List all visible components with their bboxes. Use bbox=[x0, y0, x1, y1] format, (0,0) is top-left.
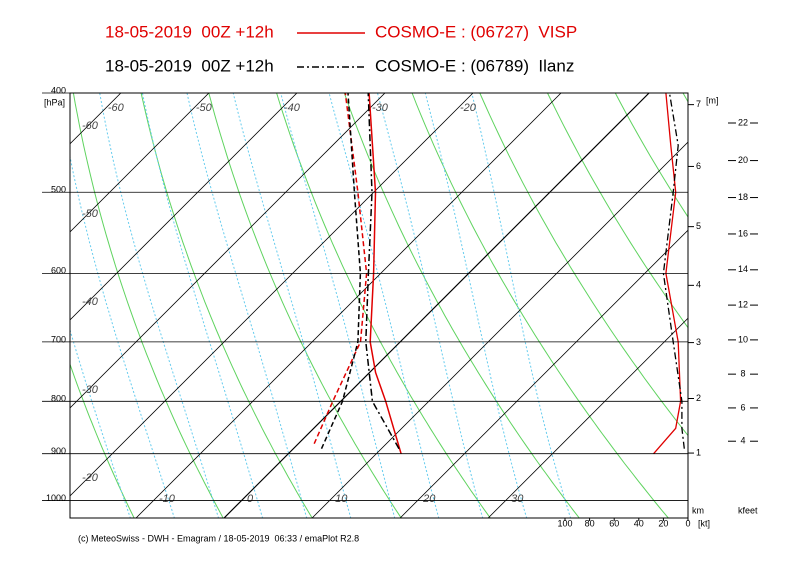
height-label: [m] bbox=[706, 95, 719, 105]
kfeet-tick-label: 18 bbox=[738, 192, 748, 202]
overlay: -60-60-50-50-40-40-30-30-20-20-10 0 10 20 30… bbox=[42, 85, 758, 528]
dry-adiabat bbox=[276, 93, 491, 518]
kfeet-tick-label: 22 bbox=[738, 117, 748, 127]
legend-station: COSMO-E : (06789) Ilanz bbox=[375, 56, 574, 75]
x-tick-label: -60 bbox=[108, 102, 125, 114]
isotherm bbox=[223, 93, 650, 518]
kfeet-tick-label: 8 bbox=[740, 369, 745, 379]
moist-adiabat bbox=[70, 328, 131, 518]
x-tick-label: -50 bbox=[196, 102, 213, 114]
x-tick-label: 10 bbox=[335, 493, 348, 505]
y-tick-label: 400 bbox=[51, 85, 66, 95]
moist-adiabat bbox=[377, 93, 484, 518]
kfeet-tick-label: 14 bbox=[738, 264, 748, 274]
x-tick-label: 30 bbox=[511, 493, 524, 505]
kfeet-tick-label: 10 bbox=[738, 334, 748, 344]
kt-tick-label: 80 bbox=[585, 518, 595, 528]
wind-speed-line bbox=[662, 93, 685, 449]
x-tick-label: -30 bbox=[372, 102, 389, 114]
y-tick-label: 900 bbox=[51, 446, 66, 456]
dry-adiabat bbox=[70, 362, 135, 518]
km-tick-label: 5 bbox=[696, 221, 701, 231]
isotherm bbox=[311, 141, 688, 518]
kfeet-unit: kfeet bbox=[738, 505, 758, 515]
footer: (c) MeteoSwiss - DWH - Emagram / 18-05-2… bbox=[78, 533, 359, 543]
kt-tick-label: 20 bbox=[658, 518, 668, 528]
kfeet-tick-label: 20 bbox=[738, 155, 748, 165]
km-tick-label: 7 bbox=[696, 99, 701, 109]
isotherm bbox=[70, 93, 298, 321]
kfeet-tick-label: 12 bbox=[738, 299, 748, 309]
isotherm bbox=[487, 317, 688, 518]
legend-station: COSMO-E : (06727) VISP bbox=[375, 22, 577, 41]
dry-adiabat bbox=[72, 93, 224, 518]
temperature-line bbox=[365, 93, 400, 450]
y-tick-label: 500 bbox=[51, 185, 66, 195]
kt-tick-label: 100 bbox=[557, 518, 572, 528]
moist-adiabat bbox=[141, 93, 264, 518]
moist-adiabat bbox=[99, 93, 220, 518]
x-tick-label: -30 bbox=[82, 384, 99, 396]
wind-speed-line bbox=[653, 93, 682, 455]
kfeet-tick-label: 16 bbox=[738, 228, 748, 238]
dry-adiabat bbox=[614, 93, 688, 218]
moist-adiabat bbox=[280, 93, 396, 518]
x-tick-label: 20 bbox=[422, 493, 436, 505]
dry-adiabat bbox=[479, 93, 688, 437]
x-tick-label: -10 bbox=[159, 493, 176, 505]
km-tick-label: 6 bbox=[696, 161, 701, 171]
y-tick-label: 1000 bbox=[46, 493, 66, 503]
km-tick-label: 1 bbox=[696, 447, 701, 457]
plot-area bbox=[70, 93, 688, 518]
kt-unit: [kt] bbox=[698, 518, 710, 528]
x-tick-label: -50 bbox=[82, 208, 99, 220]
moist-adiabat bbox=[328, 93, 440, 518]
x-tick-label: -20 bbox=[460, 102, 477, 114]
km-tick-label: 4 bbox=[696, 280, 701, 290]
dry-adiabat bbox=[140, 93, 313, 518]
x-tick-label: -40 bbox=[82, 296, 99, 308]
isotherm bbox=[70, 93, 210, 233]
km-tick-label: 2 bbox=[696, 393, 701, 403]
isotherm bbox=[135, 93, 562, 518]
isotherm bbox=[399, 229, 688, 518]
kfeet-tick-label: 6 bbox=[740, 402, 745, 412]
km-tick-label: 3 bbox=[696, 337, 701, 347]
isotherm bbox=[70, 93, 386, 409]
dry-adiabat bbox=[411, 93, 669, 518]
kfeet-tick-label: 4 bbox=[740, 436, 745, 446]
moist-adiabat bbox=[70, 154, 175, 518]
dry-adiabat bbox=[547, 93, 688, 329]
x-tick-label: -20 bbox=[82, 472, 99, 484]
y-tick-label: 700 bbox=[51, 334, 66, 344]
kt-tick-label: 60 bbox=[609, 518, 619, 528]
legend: 18-05-2019 00Z +12h COSMO-E : (06727) VIS… bbox=[105, 22, 577, 75]
plot-frame bbox=[69, 92, 689, 519]
legend-run: 18-05-2019 00Z +12h bbox=[105, 56, 274, 75]
x-tick-label: -40 bbox=[284, 102, 301, 114]
km-unit: km bbox=[692, 505, 704, 515]
x-tick-label: 0 bbox=[247, 493, 254, 505]
x-tick-label: -60 bbox=[82, 120, 99, 132]
dry-adiabat bbox=[208, 93, 402, 518]
dewpoint-line bbox=[313, 93, 368, 445]
y-tick-label: 800 bbox=[51, 394, 66, 404]
isotherm bbox=[70, 93, 474, 497]
dry-adiabat bbox=[343, 93, 580, 518]
kt-tick-label: 0 bbox=[685, 518, 690, 528]
y-tick-label: 600 bbox=[51, 266, 66, 276]
kt-tick-label: 40 bbox=[634, 518, 644, 528]
dewpoint-line bbox=[320, 93, 362, 450]
pressure-label: [hPa] bbox=[44, 97, 65, 107]
legend-run: 18-05-2019 00Z +12h bbox=[105, 22, 274, 41]
